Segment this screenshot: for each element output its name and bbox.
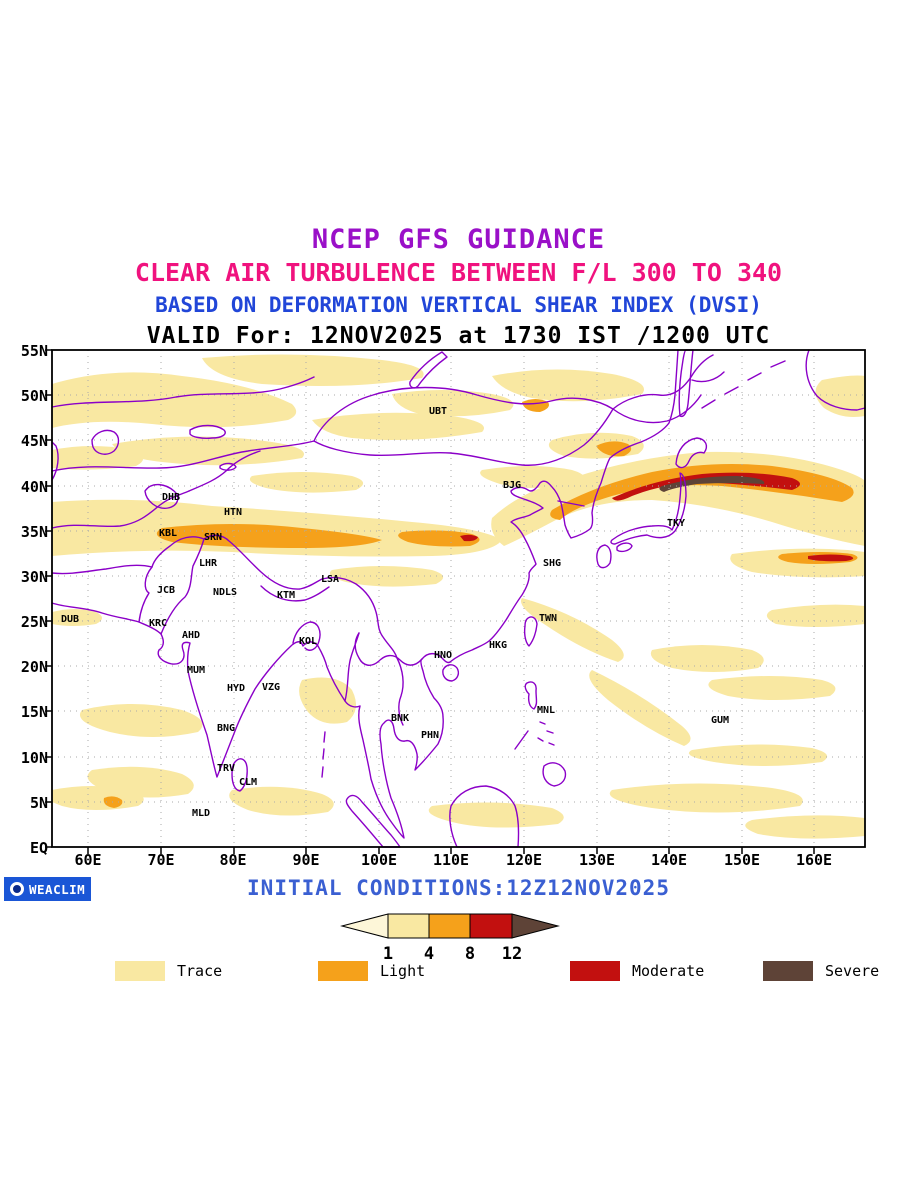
city-label: SHG bbox=[543, 558, 561, 569]
y-tick-label: 10N bbox=[20, 749, 48, 767]
y-tick-label: 20N bbox=[20, 658, 48, 676]
city-label: JCB bbox=[157, 585, 175, 596]
city-label: BNG bbox=[217, 723, 235, 734]
city-label: TWN bbox=[539, 613, 557, 624]
x-tick-label: 140E bbox=[650, 851, 688, 869]
legend-label-trace: Trace bbox=[177, 962, 223, 980]
brand-badge: WEACLIM bbox=[4, 877, 92, 901]
brand-logo-icon bbox=[10, 882, 24, 896]
city-label: LSA bbox=[321, 574, 339, 585]
y-tick-label: 50N bbox=[20, 387, 48, 405]
legend-item-light: Light bbox=[318, 961, 425, 981]
city-label: DHB bbox=[162, 492, 180, 503]
colorbar-tick: 8 bbox=[465, 944, 475, 963]
legend-item-severe: Severe bbox=[763, 961, 879, 981]
title-method: BASED ON DEFORMATION VERTICAL SHEAR INDE… bbox=[155, 293, 762, 317]
legend-swatch-moderate bbox=[570, 961, 620, 981]
city-label: KTM bbox=[277, 590, 295, 601]
x-tick-label: 130E bbox=[578, 851, 616, 869]
colorbar-tick: 1 bbox=[383, 944, 393, 963]
city-label: PHN bbox=[421, 730, 439, 741]
title-block: NCEP GFS GUIDANCE CLEAR AIR TURBULENCE B… bbox=[52, 224, 865, 351]
city-label: LHR bbox=[199, 558, 218, 569]
y-tick-label: 55N bbox=[20, 342, 48, 360]
city-label: BJG bbox=[503, 480, 521, 491]
city-label: HTN bbox=[224, 507, 242, 518]
city-label: GUM bbox=[711, 715, 729, 726]
city-label: MUM bbox=[187, 665, 205, 676]
colorbar-right-arrow bbox=[511, 913, 560, 939]
y-tick-label: 30N bbox=[20, 568, 48, 586]
city-labels: UBT BJG TKY SHG TWN HKG HNO BNK PHN MNL … bbox=[61, 406, 729, 819]
x-tick-label: 110E bbox=[432, 851, 470, 869]
x-tick-label: 120E bbox=[505, 851, 543, 869]
axis-ticks bbox=[45, 349, 815, 854]
y-tick-label: 25N bbox=[20, 613, 48, 631]
city-label: HYD bbox=[227, 683, 245, 694]
x-tick-label: 160E bbox=[795, 851, 833, 869]
legend-item-trace: Trace bbox=[115, 961, 222, 981]
city-label: NDLS bbox=[213, 587, 237, 598]
legend-swatch-light bbox=[318, 961, 368, 981]
city-label: HKG bbox=[489, 640, 507, 651]
city-label: AHD bbox=[182, 630, 200, 641]
city-label: CLM bbox=[239, 777, 257, 788]
colorbar: 1 4 8 12 bbox=[340, 911, 570, 967]
legend-item-moderate: Moderate bbox=[570, 961, 704, 981]
city-label: UBT bbox=[429, 406, 447, 417]
y-tick-label: 15N bbox=[20, 703, 48, 721]
title-model: NCEP GFS GUIDANCE bbox=[311, 224, 606, 255]
colorbar-tick: 4 bbox=[424, 944, 434, 963]
colorbar-tick: 12 bbox=[502, 944, 522, 963]
x-tick-label: 80E bbox=[219, 851, 247, 869]
turbulence-severe-layer bbox=[659, 476, 765, 492]
legend-label-light: Light bbox=[380, 962, 426, 980]
y-tick-label: 5N bbox=[29, 794, 48, 812]
title-valid-time: VALID For: 12NOV2025 at 1730 IST /1200 U… bbox=[146, 323, 771, 349]
y-tick-label: EQ bbox=[29, 839, 48, 857]
city-label: KBL bbox=[159, 528, 177, 539]
legend-label-moderate: Moderate bbox=[632, 962, 705, 980]
colorbar-segment-light bbox=[428, 913, 471, 939]
title-product: CLEAR AIR TURBULENCE BETWEEN F/L 300 TO … bbox=[134, 258, 783, 287]
map-frame-border bbox=[51, 349, 866, 848]
y-tick-label: 35N bbox=[20, 523, 48, 541]
x-tick-label: 100E bbox=[360, 851, 398, 869]
x-tick-label: 60E bbox=[74, 851, 102, 869]
legend-swatch-trace bbox=[115, 961, 165, 981]
city-label: VZG bbox=[262, 682, 280, 693]
legend-label-severe: Severe bbox=[825, 962, 880, 980]
city-label: BNK bbox=[391, 713, 409, 724]
colorbar-left-arrow bbox=[340, 913, 389, 939]
map-area: UBT BJG TKY SHG TWN HKG HNO BNK PHN MNL … bbox=[45, 349, 866, 854]
initial-conditions-text: INITIAL CONDITIONS:12Z12NOV2025 bbox=[247, 876, 670, 900]
city-label: MNL bbox=[537, 705, 555, 716]
city-label: DUB bbox=[61, 614, 79, 625]
colorbar-segment-moderate bbox=[469, 913, 513, 939]
y-tick-label: 45N bbox=[20, 432, 48, 450]
colorbar-segment-trace bbox=[387, 913, 430, 939]
x-tick-label: 70E bbox=[147, 851, 175, 869]
city-label: KRC bbox=[149, 618, 167, 629]
x-tick-label: 150E bbox=[723, 851, 761, 869]
x-tick-label: 90E bbox=[292, 851, 320, 869]
city-label: TRV bbox=[217, 763, 235, 774]
turbulence-trace-layer bbox=[52, 354, 865, 839]
city-label: MLD bbox=[192, 808, 210, 819]
brand-label: WEACLIM bbox=[29, 881, 86, 897]
map-canvas: UBT BJG TKY SHG TWN HKG HNO BNK PHN MNL … bbox=[45, 349, 866, 854]
y-tick-label: 40N bbox=[20, 478, 48, 496]
city-label: TKY bbox=[667, 518, 685, 529]
legend-swatch-severe bbox=[763, 961, 813, 981]
city-label: KOL bbox=[299, 636, 317, 647]
city-label: HNO bbox=[434, 650, 452, 661]
city-label: SRN bbox=[204, 532, 222, 543]
